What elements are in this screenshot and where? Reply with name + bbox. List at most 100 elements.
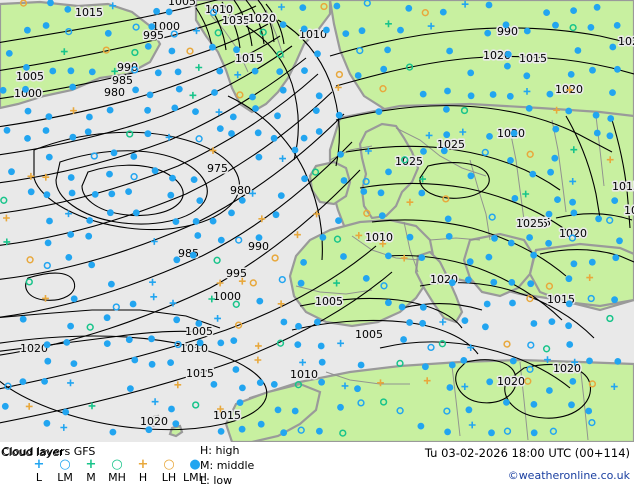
cloud-symbol-lmh (86, 113, 93, 121)
cloud-symbol-lmh (19, 378, 27, 385)
cloud-symbol-lmh (173, 316, 181, 324)
cloud-symbol-lmh (593, 129, 601, 137)
land-north-africa (248, 358, 634, 442)
cloud-symbol-lm (65, 27, 73, 36)
isobar-label: 1015 (612, 180, 634, 193)
cloud-symbol-lmh (385, 168, 392, 176)
cloud-symbol-l (60, 424, 68, 431)
cloud-symbol-lmh (280, 429, 288, 437)
isobar-label: 1010 (205, 3, 233, 16)
cloud-symbol-lmh (44, 357, 52, 365)
cloud-symbol-lmh (342, 30, 350, 37)
forecast-timestamp: Tu 03-02-2026 18:00 UTC (00+114) (424, 446, 630, 460)
cloud-symbol-lm (443, 407, 451, 415)
cloud-symbol-lmh (196, 339, 204, 347)
cloud-symbol-lmh (548, 318, 556, 325)
cloud-symbol-lmh (443, 131, 451, 139)
isobar-label-halo: 1020 (140, 415, 168, 428)
cloud-symbol-lmh (569, 198, 576, 206)
isobar-label-halo: 1025 (618, 35, 634, 48)
cloud-symbol-mh (339, 429, 347, 437)
cloud-symbol-lmh (189, 251, 197, 259)
legend-key-middle-text: middle (216, 459, 255, 472)
cloud-symbol-lmh (146, 91, 154, 99)
cloud-symbol-mh (259, 28, 267, 36)
isobar-label-halo: 1015 (235, 52, 263, 65)
cloud-symbol-lmh (335, 111, 343, 119)
cloud-symbol-lmh (300, 134, 308, 142)
cloud-symbol-lm (170, 30, 178, 38)
legend-key-middle: M: middle (200, 459, 254, 472)
cloud-symbol-lmh (209, 43, 216, 51)
cloud-symbol-l (249, 190, 256, 197)
cloud-symbol-lh (545, 282, 554, 290)
cloud-symbol-h (566, 86, 574, 94)
cloud-symbol-h (277, 300, 285, 308)
cloud-symbol-lm (43, 261, 51, 270)
isobar-label: 980 (230, 184, 251, 197)
cloud-symbol-lmh (400, 336, 407, 343)
cloud-symbol-lmh (377, 189, 385, 197)
cloud-symbol-lmh (526, 234, 533, 241)
cloud-symbol-lmh (362, 275, 370, 282)
cloud-symbol-lmh (587, 24, 595, 31)
copyright-notice[interactable]: ©weatheronline.co.uk (507, 469, 630, 482)
cloud-symbol-h (3, 214, 10, 222)
isobar-label-halo: 1015 (612, 180, 634, 193)
cloud-symbol-lmh (301, 175, 308, 183)
weather-map[interactable]: 1015 1015 1005 1005 1035 1035 1020 1020 1010 1010… (0, 0, 634, 442)
cloud-symbol-mh (276, 339, 285, 347)
cloud-symbol-lh (186, 47, 194, 55)
legend-symbol-glyph-h-icon: + (137, 457, 149, 472)
legend-symbol-lh: ○ LH (156, 458, 182, 484)
isobar-label: 990 (248, 240, 269, 253)
cloud-symbol-lmh (467, 172, 475, 180)
cloud-symbol-lmh (67, 67, 75, 75)
cloud-symbol-h (255, 342, 262, 350)
cloud-symbol-lh (19, 0, 28, 7)
cloud-symbol-lh (26, 256, 34, 264)
cloud-symbol-lmh (280, 318, 288, 326)
cloud-symbol-lmh (211, 89, 218, 96)
cloud-symbol-lmh (485, 253, 493, 261)
cloud-symbol-lm (356, 46, 364, 55)
cloud-symbol-lmh (418, 254, 426, 261)
cloud-symbol-lmh (3, 126, 11, 134)
isobar-label: 1000 (213, 290, 241, 303)
isobar-label: 990 (497, 25, 518, 38)
cloud-symbol-l (193, 27, 200, 35)
cloud-symbol-lmh (525, 105, 533, 112)
isobar-label-halo: 1010 (624, 204, 634, 217)
cloud-symbol-h (209, 147, 217, 154)
isobar-label-halo: 1010 (290, 368, 318, 381)
cloud-symbol-lmh (148, 360, 156, 368)
map-canvas[interactable]: 1015101510051005103510351020102010101010… (0, 0, 634, 442)
cloud-symbol-mh (0, 196, 8, 204)
cloud-symbol-lmh (593, 3, 601, 11)
cloud-symbol-lmh (444, 428, 451, 436)
isobar-label: 1015 (235, 52, 263, 65)
cloud-symbol-lmh (217, 236, 225, 244)
cloud-symbol-lmh (69, 83, 77, 91)
cloud-symbol-lmh (482, 323, 489, 331)
cloud-symbol-mh (460, 106, 469, 115)
cloud-symbol-mh (126, 130, 134, 138)
cloud-symbol-h (27, 172, 35, 180)
cloud-symbol-lmh (488, 429, 495, 437)
cloud-station-symbols (0, 0, 623, 437)
cloud-symbol-lmh (613, 22, 621, 29)
legend-symbol-glyph-m-icon: + (85, 457, 97, 472)
cloud-symbol-mh (606, 314, 614, 323)
cloud-symbol-lmh (43, 191, 51, 199)
isobar-label-halo: 1005 (315, 295, 343, 308)
cloud-symbol-lmh (131, 356, 139, 364)
isobar-label-halo: 1015 (519, 52, 547, 65)
cloud-symbol-lmh (484, 29, 492, 37)
cloud-symbol-lmh (254, 129, 262, 137)
isobar-label-halo: 1010 (365, 231, 393, 244)
isobar-label-halo: 980 (230, 184, 251, 197)
cloud-symbol-l (151, 398, 159, 406)
cloud-symbol-lmh (228, 209, 235, 217)
cloud-symbol-lmh (439, 8, 447, 16)
cloud-symbol-lh (102, 46, 110, 54)
